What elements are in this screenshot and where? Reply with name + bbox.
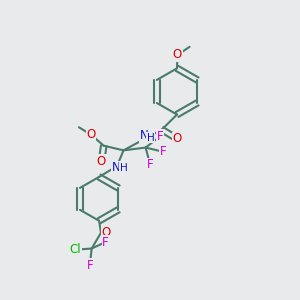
Text: O: O	[86, 128, 96, 141]
Text: O: O	[172, 132, 182, 145]
Text: N: N	[112, 161, 120, 174]
Text: O: O	[173, 48, 182, 62]
Text: O: O	[97, 155, 106, 168]
Text: O: O	[101, 226, 111, 239]
Text: N: N	[140, 129, 148, 142]
Text: Cl: Cl	[70, 243, 81, 256]
Text: F: F	[147, 158, 154, 171]
Text: H: H	[120, 163, 128, 173]
Text: F: F	[102, 236, 109, 249]
Text: F: F	[157, 130, 163, 143]
Text: F: F	[160, 145, 167, 158]
Text: H: H	[146, 133, 154, 142]
Text: F: F	[86, 259, 93, 272]
